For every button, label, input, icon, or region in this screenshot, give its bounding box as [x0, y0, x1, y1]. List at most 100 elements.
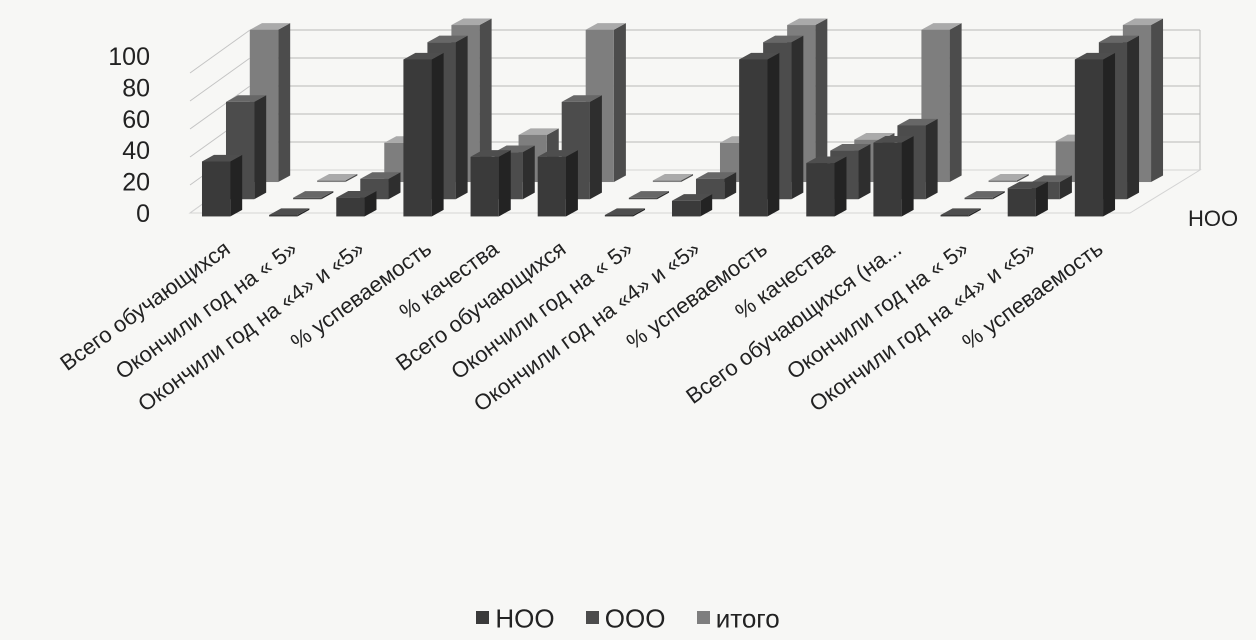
bar-front — [336, 197, 365, 217]
legend-label-total: итого — [715, 603, 780, 634]
bar-2-8 — [695, 172, 737, 200]
legend-swatch-noo — [476, 611, 490, 625]
bar-side — [1059, 175, 1072, 200]
bar-top — [695, 172, 737, 179]
legend-label-ooo: ООО — [604, 603, 666, 634]
bar-side — [949, 23, 962, 183]
legend: НОО ООО итого — [0, 602, 1256, 635]
bar-top — [201, 154, 243, 162]
bar-1-3 — [336, 191, 377, 217]
y-tick-label: 0 — [136, 200, 150, 228]
bar-2-2 — [293, 191, 334, 200]
bar-side — [613, 23, 626, 183]
bar-front — [201, 161, 231, 217]
bar-side — [479, 18, 492, 183]
bar-top — [964, 191, 1005, 198]
bar-side — [297, 208, 310, 217]
bar-side — [589, 95, 602, 200]
bar-side — [455, 35, 468, 200]
bar-top — [830, 143, 871, 151]
bar-top — [1007, 181, 1048, 189]
bar-front — [652, 180, 682, 183]
bar-front — [695, 178, 725, 200]
bar-2-12 — [964, 191, 1005, 200]
bar-front — [739, 59, 768, 217]
bar-top — [293, 191, 334, 198]
bar-side — [791, 35, 804, 200]
bar-side — [230, 154, 243, 217]
y-tick-label: 60 — [122, 106, 150, 134]
bar-front — [403, 59, 432, 217]
bar-top — [897, 118, 938, 126]
bar-side — [364, 191, 377, 217]
bar-top — [518, 128, 559, 135]
bar-top — [873, 136, 914, 143]
bar-top — [739, 52, 780, 60]
bars-layer — [201, 18, 1164, 217]
bar-top — [225, 95, 267, 102]
bar-side — [522, 145, 535, 200]
bar-side — [681, 173, 694, 183]
bar-top — [1098, 35, 1140, 43]
bar-front — [269, 214, 298, 217]
bar-front — [1007, 188, 1036, 217]
y-tick-label: 80 — [122, 74, 150, 102]
bar-front — [628, 197, 658, 200]
bar-top — [269, 208, 310, 215]
bar-side — [321, 191, 334, 200]
legend-swatch-total — [696, 611, 710, 625]
bar-top — [427, 35, 468, 43]
bar-side — [1151, 18, 1164, 183]
gridline-side — [189, 85, 251, 130]
bar-side — [968, 208, 981, 217]
y-tick-label: 40 — [122, 137, 150, 165]
bar-top — [604, 208, 646, 215]
bar-top — [787, 18, 828, 26]
bar-side — [278, 23, 291, 183]
bar-top — [360, 172, 401, 179]
bar-side — [992, 191, 1005, 200]
bar-top — [585, 23, 626, 30]
bar-top — [561, 95, 602, 102]
bar-front — [317, 180, 346, 183]
bar-top — [921, 23, 962, 30]
bar-front — [537, 156, 566, 217]
bar-front — [964, 197, 993, 200]
bar-side — [1127, 35, 1140, 200]
bar-1-7 — [604, 208, 646, 217]
bar-side — [345, 173, 358, 183]
depth-axis-label: НОО — [1188, 206, 1238, 231]
bar-top — [451, 18, 492, 26]
bar-top — [537, 150, 578, 157]
legend-swatch-ooo — [585, 611, 599, 625]
bar-front — [873, 142, 902, 217]
bar-1-10 — [806, 156, 847, 217]
bar-1-1 — [201, 154, 243, 217]
bar-front — [671, 200, 701, 217]
y-tick-label: 20 — [122, 169, 150, 197]
bar-side — [858, 143, 871, 200]
bar-top — [763, 35, 804, 43]
bar-1-9 — [739, 52, 780, 217]
bar-1-8 — [671, 194, 713, 217]
bar-side — [633, 208, 646, 217]
bar-top — [940, 208, 981, 215]
bar-side — [700, 194, 713, 217]
bar-top — [628, 191, 670, 198]
bar-3-12 — [988, 173, 1029, 183]
bar-front — [470, 156, 499, 217]
bar-3-11 — [921, 23, 962, 183]
bar-side — [1016, 173, 1029, 183]
bar-top — [988, 173, 1029, 181]
bar-front — [806, 163, 835, 217]
legend-label-noo: НОО — [495, 603, 555, 634]
bar-side — [834, 156, 847, 217]
bar-side — [657, 191, 670, 200]
bar-top — [1122, 18, 1164, 26]
gridline-side — [189, 29, 251, 74]
bar-side — [901, 136, 914, 217]
bar-top — [336, 191, 377, 198]
bar-3-7 — [652, 173, 694, 183]
